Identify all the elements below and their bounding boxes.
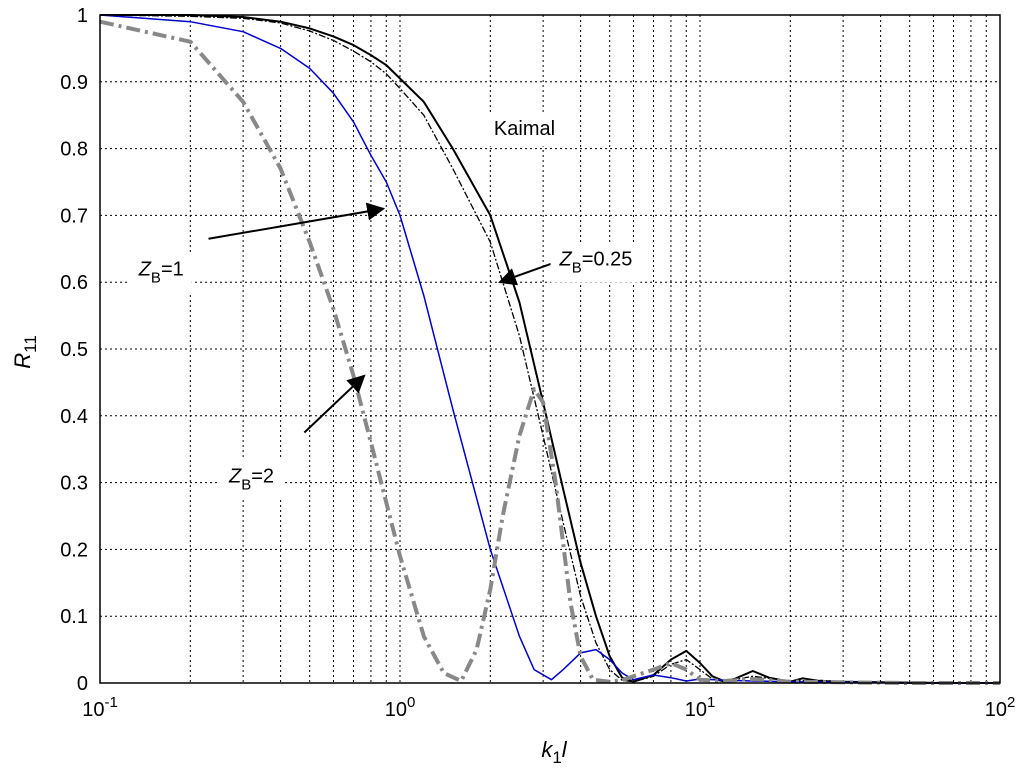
y-tick-label: 0.9: [60, 72, 88, 94]
annotation-label: ZB=0.25: [559, 249, 633, 277]
annotation-background: [550, 242, 641, 283]
y-tick-label: 0: [77, 673, 88, 695]
y-tick-label: 0.8: [60, 139, 88, 161]
annotation-background: [220, 459, 283, 500]
series-layer: [99, 14, 1001, 685]
annotation-arrow: [303, 374, 366, 434]
annotation-background: [129, 252, 192, 293]
series-line-3: [99, 14, 1000, 684]
y-tick-label: 0.3: [60, 473, 88, 495]
x-tick-label: 102: [985, 694, 1016, 721]
annotation-label: ZB=1: [138, 259, 184, 287]
x-axis-label: k1l: [541, 737, 567, 767]
y-tick-label: 1: [77, 5, 88, 27]
y-tick-label: 0.6: [60, 272, 88, 294]
annotations: Kaimal ZB=1 ZB=0.25 ZB=2: [129, 112, 641, 500]
y-tick-label: 0.2: [60, 539, 88, 561]
plot-frame: [99, 14, 1001, 684]
annotation-arrow: [208, 202, 386, 240]
x-tick-label: 10-1: [82, 694, 118, 721]
y-tick-label: 0.5: [60, 339, 88, 361]
tick-labels: 0 0.1 0.2 0.3 0.4 0.5 0.6 0.7 0.8 0.9 1 10-1 100 101 1…: [60, 5, 1015, 721]
grid: [100, 15, 1000, 683]
annotation-label: ZB=2: [228, 466, 274, 494]
y-tick-label: 0.4: [60, 406, 88, 428]
x-tick-label: 100: [385, 694, 416, 721]
y-tick-label: 0.1: [60, 606, 88, 628]
y-axis-label: R11: [10, 335, 40, 369]
series-line-4: [99, 19, 1000, 685]
y-tick-label: 0.7: [60, 205, 88, 227]
annotation-label: Kaimal: [494, 118, 555, 140]
x-tick-label: 101: [685, 694, 716, 721]
annotation-background: [485, 112, 564, 147]
